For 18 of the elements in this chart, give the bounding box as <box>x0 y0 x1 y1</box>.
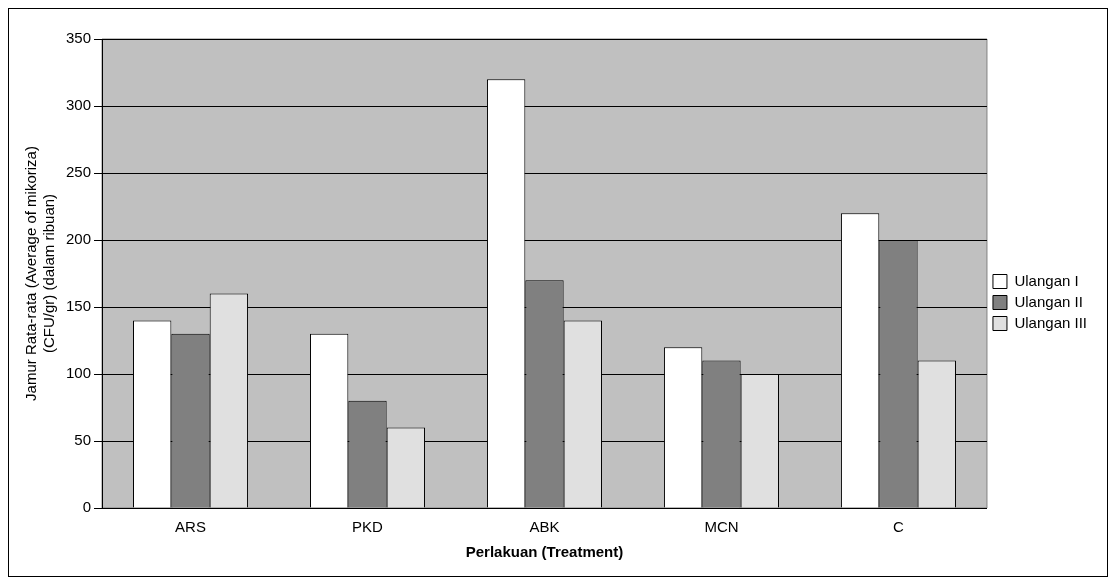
x-tick-label: ABK <box>529 518 560 536</box>
legend-label: Ulangan II <box>1014 292 1083 310</box>
legend-label: Ulangan III <box>1014 313 1087 331</box>
y-tick-label: 0 <box>82 498 92 516</box>
y-tick-label: 200 <box>66 230 92 248</box>
x-tick-label: MCN <box>704 518 739 536</box>
y-tick-label: 50 <box>74 431 92 449</box>
legend-label: Ulangan I <box>1014 271 1079 289</box>
y-axis-title: Jamur Rata-rata (Average of mikoriza) (CFU/gr) (dalam ribuan) <box>22 146 58 401</box>
x-tick-label: PKD <box>352 518 384 536</box>
x-tick-label: ARS <box>175 518 206 536</box>
y-tick-label: 350 <box>66 29 92 47</box>
y-tick-label: 250 <box>66 163 92 181</box>
x-axis-title: Perlakuan (Treatment) <box>465 543 624 561</box>
y-tick-label: 300 <box>66 96 92 114</box>
x-tick-label: C <box>893 518 905 536</box>
y-tick-label: 100 <box>66 364 92 382</box>
y-tick-label: 150 <box>66 297 92 315</box>
